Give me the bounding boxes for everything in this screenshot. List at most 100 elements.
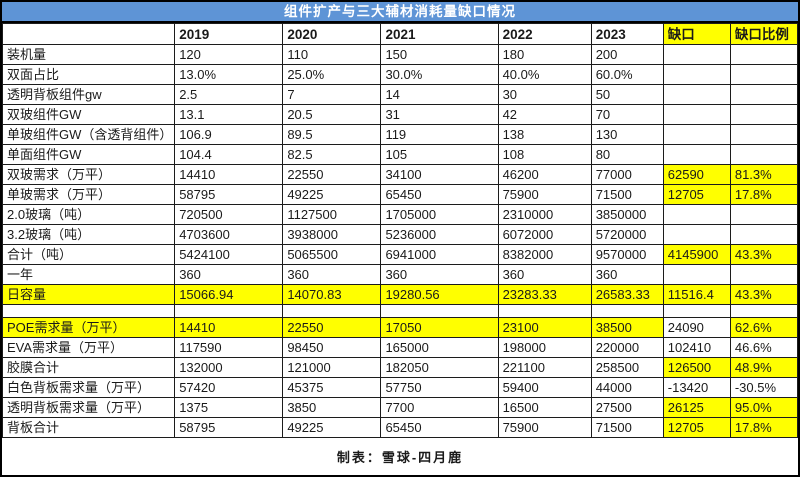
cell <box>729 64 799 85</box>
cell: 26125 <box>662 397 731 418</box>
data-table: 2019 2020 2021 2022 2023 缺口 缺口比例 装机量 120 110 150 18… <box>1 23 799 438</box>
cell: 165000 <box>380 337 499 358</box>
table-row: 单玻需求（万平） 58795 49225 65450 75900 71500 12705 17… <box>1 184 799 205</box>
cell: 65450 <box>380 417 499 438</box>
cell: -13420 <box>662 377 731 398</box>
cell: 13.0% <box>174 64 284 85</box>
empty-cell <box>380 304 499 318</box>
cell <box>662 64 731 85</box>
table-row: 日容量 15066.94 14070.83 19280.56 23283.33 26583… <box>1 284 799 305</box>
cell: 77000 <box>590 164 664 185</box>
cell: 8382000 <box>497 244 592 265</box>
empty-cell <box>662 304 731 318</box>
column-header: 2023 <box>590 23 664 45</box>
column-header: 2021 <box>380 23 499 45</box>
cell: 62.6% <box>729 317 799 338</box>
cell <box>729 44 799 65</box>
row-label: 一年 <box>1 264 176 285</box>
cell: 49225 <box>282 184 382 205</box>
cell: 7700 <box>380 397 499 418</box>
table-row: 透明背板组件gw 2.5 7 14 30 50 <box>1 84 799 105</box>
cell: 5065500 <box>282 244 382 265</box>
table-row: 2.0玻璃（吨） 720500 1127500 1705000 2310000 38500… <box>1 204 799 225</box>
table-row: 单面组件GW 104.4 82.5 105 108 80 <box>1 144 799 165</box>
column-header: 2019 <box>174 23 284 45</box>
cell: 117590 <box>174 337 284 358</box>
row-label: POE需求量（万平） <box>1 317 176 338</box>
row-label: 双玻需求（万平） <box>1 164 176 185</box>
row-label: 单玻组件GW（含透背组件） <box>1 124 176 145</box>
cell: 121000 <box>282 357 382 378</box>
cell: 104.4 <box>174 144 284 165</box>
row-label: 单玻需求（万平） <box>1 184 176 205</box>
cell: 17050 <box>380 317 499 338</box>
cell: 22550 <box>282 164 382 185</box>
cell: 26583.33 <box>590 284 664 305</box>
cell <box>662 84 731 105</box>
row-label: 背板合计 <box>1 417 176 438</box>
table-row: 一年 360 360 360 360 360 <box>1 264 799 285</box>
column-header: 2022 <box>497 23 592 45</box>
cell <box>662 224 731 245</box>
cell: 13.1 <box>174 104 284 125</box>
table-row: 双玻需求（万平） 14410 22550 34100 46200 77000 62590 81… <box>1 164 799 185</box>
cell <box>662 44 731 65</box>
cell: 105 <box>380 144 499 165</box>
spacer-row <box>1 304 799 318</box>
cell: 200 <box>590 44 664 65</box>
cell: 60.0% <box>590 64 664 85</box>
cell: 360 <box>380 264 499 285</box>
cell: 40.0% <box>497 64 592 85</box>
cell: 132000 <box>174 357 284 378</box>
table-row: 双玻组件GW 13.1 20.5 31 42 70 <box>1 104 799 125</box>
cell: 24090 <box>662 317 731 338</box>
cell: 1375 <box>174 397 284 418</box>
cell: 58795 <box>174 417 284 438</box>
cell: 720500 <box>174 204 284 225</box>
cell: 75900 <box>497 184 592 205</box>
cell: 5236000 <box>380 224 499 245</box>
cell: 89.5 <box>282 124 382 145</box>
cell <box>662 204 731 225</box>
table-row: 透明背板需求量（万平） 1375 3850 7700 16500 27500 26125 95… <box>1 397 799 418</box>
table-title: 组件扩产与三大辅材消耗量缺口情况 <box>2 2 798 23</box>
table-row: 装机量 120 110 150 180 200 <box>1 44 799 65</box>
cell: 126500 <box>662 357 731 378</box>
cell: 5720000 <box>590 224 664 245</box>
cell: 71500 <box>590 184 664 205</box>
cell: 6941000 <box>380 244 499 265</box>
cell: 44000 <box>590 377 664 398</box>
cell <box>662 144 731 165</box>
cell <box>729 144 799 165</box>
cell: 17.8% <box>729 417 799 438</box>
table-row: 双面占比 13.0% 25.0% 30.0% 40.0% 60.0% <box>1 64 799 85</box>
cell: 42 <box>497 104 592 125</box>
row-label: 透明背板组件gw <box>1 84 176 105</box>
cell: 71500 <box>590 417 664 438</box>
cell: 4703600 <box>174 224 284 245</box>
cell: 46.6% <box>729 337 799 358</box>
row-label: 双玻组件GW <box>1 104 176 125</box>
cell: 3850000 <box>590 204 664 225</box>
cell: 58795 <box>174 184 284 205</box>
cell: 2.5 <box>174 84 284 105</box>
cell: 17.8% <box>729 184 799 205</box>
cell: 75900 <box>497 417 592 438</box>
table-row: 白色背板需求量（万平） 57420 45375 57750 59400 44000 -134… <box>1 377 799 398</box>
cell: 3850 <box>282 397 382 418</box>
empty-cell <box>729 304 799 318</box>
cell: 120 <box>174 44 284 65</box>
cell: 9570000 <box>590 244 664 265</box>
cell: 46200 <box>497 164 592 185</box>
table-row: 胶膜合计 132000 121000 182050 221100 258500 126500… <box>1 357 799 378</box>
cell <box>729 124 799 145</box>
cell: 45375 <box>282 377 382 398</box>
cell: 23283.33 <box>497 284 592 305</box>
row-label: 日容量 <box>1 284 176 305</box>
cell: 258500 <box>590 357 664 378</box>
cell: 30.0% <box>380 64 499 85</box>
cell: 82.5 <box>282 144 382 165</box>
table-footer: 制表：雪球-四月鹿 <box>336 450 464 465</box>
row-label: 合计（吨） <box>1 244 176 265</box>
cell: 182050 <box>380 357 499 378</box>
